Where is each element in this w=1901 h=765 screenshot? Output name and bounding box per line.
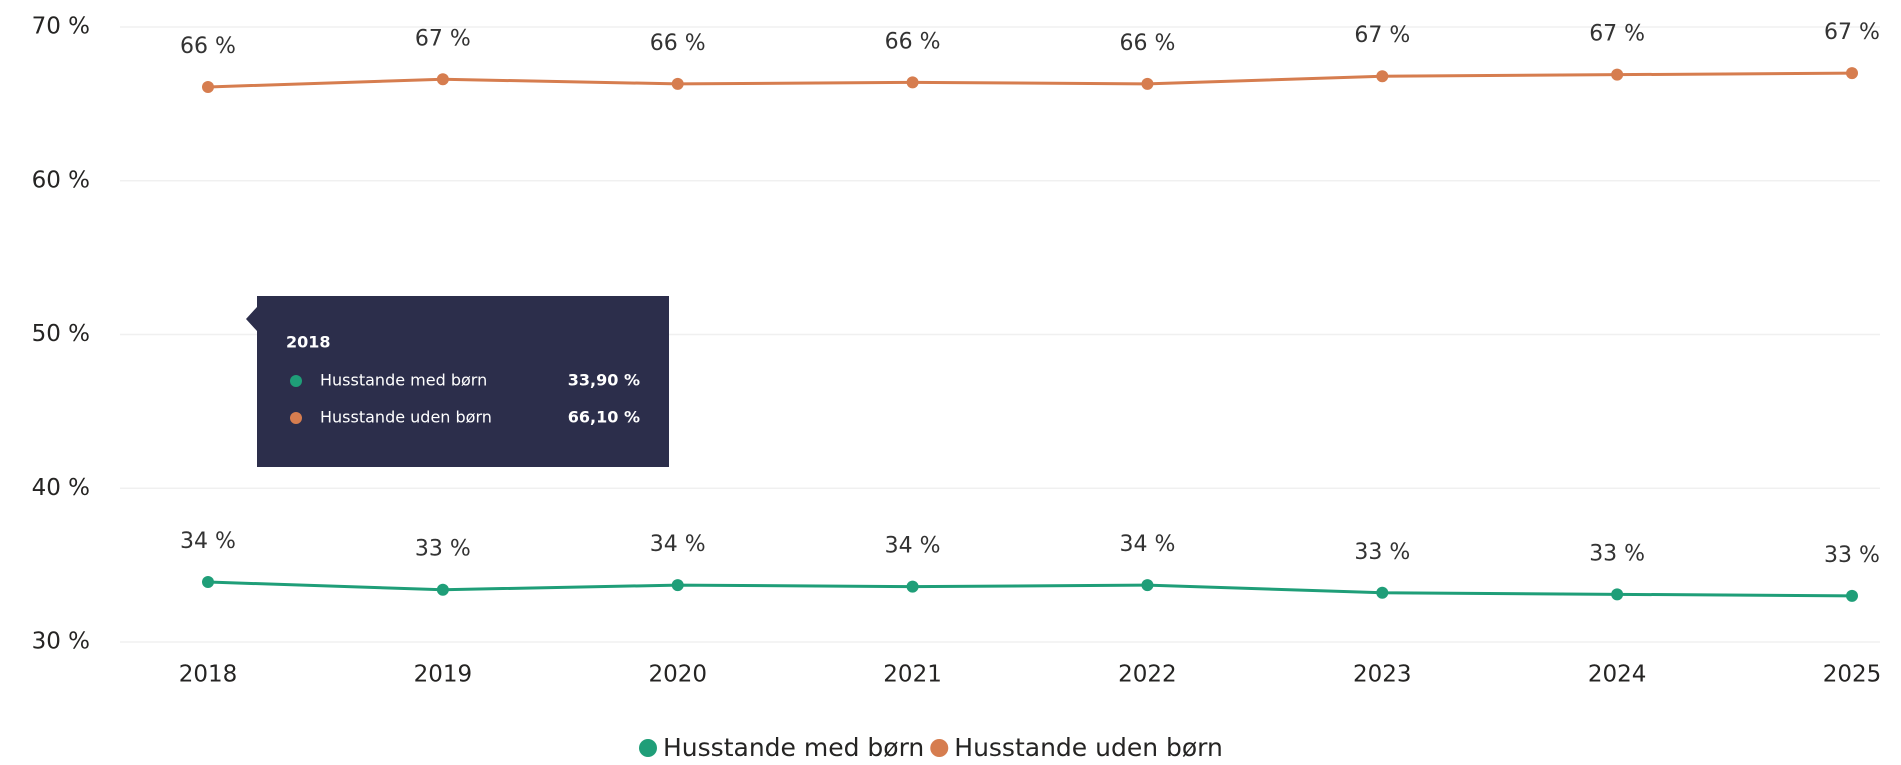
data-point xyxy=(1611,68,1624,81)
data-point xyxy=(1141,77,1154,90)
y-tick-label: 50 % xyxy=(32,321,90,347)
data-label: 34 % xyxy=(650,532,706,557)
tooltip-title: 2018 xyxy=(286,333,331,352)
legend-marker xyxy=(930,739,949,757)
x-tick-label: 2019 xyxy=(414,662,473,688)
data-label: 34 % xyxy=(180,529,236,554)
tooltip-value: 66,10 % xyxy=(568,408,640,427)
data-point xyxy=(671,77,684,90)
data-point xyxy=(671,579,684,592)
data-label: 34 % xyxy=(1119,532,1175,557)
data-point xyxy=(1376,586,1389,599)
tooltip: 2018 Husstande med børn 33,90 % Husstande u… xyxy=(246,296,669,467)
data-label: 67 % xyxy=(1824,20,1880,45)
y-tick-label: 60 % xyxy=(32,167,90,193)
y-tick-label: 70 % xyxy=(32,14,90,40)
series-line xyxy=(207,71,1853,89)
y-tick-label: 30 % xyxy=(32,629,90,655)
data-label: 66 % xyxy=(1119,31,1175,56)
x-tick-label: 2020 xyxy=(648,662,707,688)
data-label: 67 % xyxy=(1354,23,1410,48)
tooltip-marker xyxy=(290,375,302,387)
x-tick-label: 2021 xyxy=(883,662,942,688)
data-point xyxy=(436,583,449,596)
data-label: 67 % xyxy=(415,26,471,51)
x-tick-label: 2024 xyxy=(1588,662,1647,688)
x-tick-label: 2023 xyxy=(1353,662,1412,688)
tooltip-name: Husstande med børn xyxy=(320,371,487,390)
legend-marker xyxy=(639,739,657,757)
x-tick-label: 2025 xyxy=(1823,662,1882,688)
x-tick-label: 2022 xyxy=(1118,662,1177,688)
data-point xyxy=(906,76,919,89)
y-tick-label: 40 % xyxy=(32,475,90,501)
tooltip-marker xyxy=(290,412,302,424)
data-label: 33 % xyxy=(1824,543,1880,568)
legend: Husstande med børn Husstande uden børn xyxy=(639,733,1223,762)
data-point xyxy=(202,576,214,589)
tooltip-value: 33,90 % xyxy=(568,371,640,390)
data-label: 33 % xyxy=(1589,541,1645,566)
data-label: 33 % xyxy=(1354,540,1410,565)
tooltip-arrow xyxy=(246,307,257,331)
data-point xyxy=(202,80,214,93)
data-point xyxy=(1376,70,1389,83)
data-label: 66 % xyxy=(650,31,706,56)
data-point xyxy=(1141,579,1154,592)
data-label: 34 % xyxy=(885,534,941,559)
legend-label: Husstande uden børn xyxy=(954,733,1223,762)
series-line xyxy=(207,580,1853,598)
tooltip-name: Husstande uden børn xyxy=(320,408,492,427)
data-point xyxy=(436,73,449,86)
data-label: 66 % xyxy=(180,34,236,59)
data-point xyxy=(1846,589,1858,602)
data-point xyxy=(906,580,919,593)
data-point xyxy=(1611,588,1624,601)
x-tick-label: 2018 xyxy=(179,662,238,688)
data-label: 66 % xyxy=(885,29,941,54)
data-label: 33 % xyxy=(415,537,471,562)
data-point xyxy=(1846,67,1858,80)
legend-label: Husstande med børn xyxy=(663,733,924,762)
data-label: 67 % xyxy=(1589,22,1645,47)
tooltip-box xyxy=(257,296,669,467)
